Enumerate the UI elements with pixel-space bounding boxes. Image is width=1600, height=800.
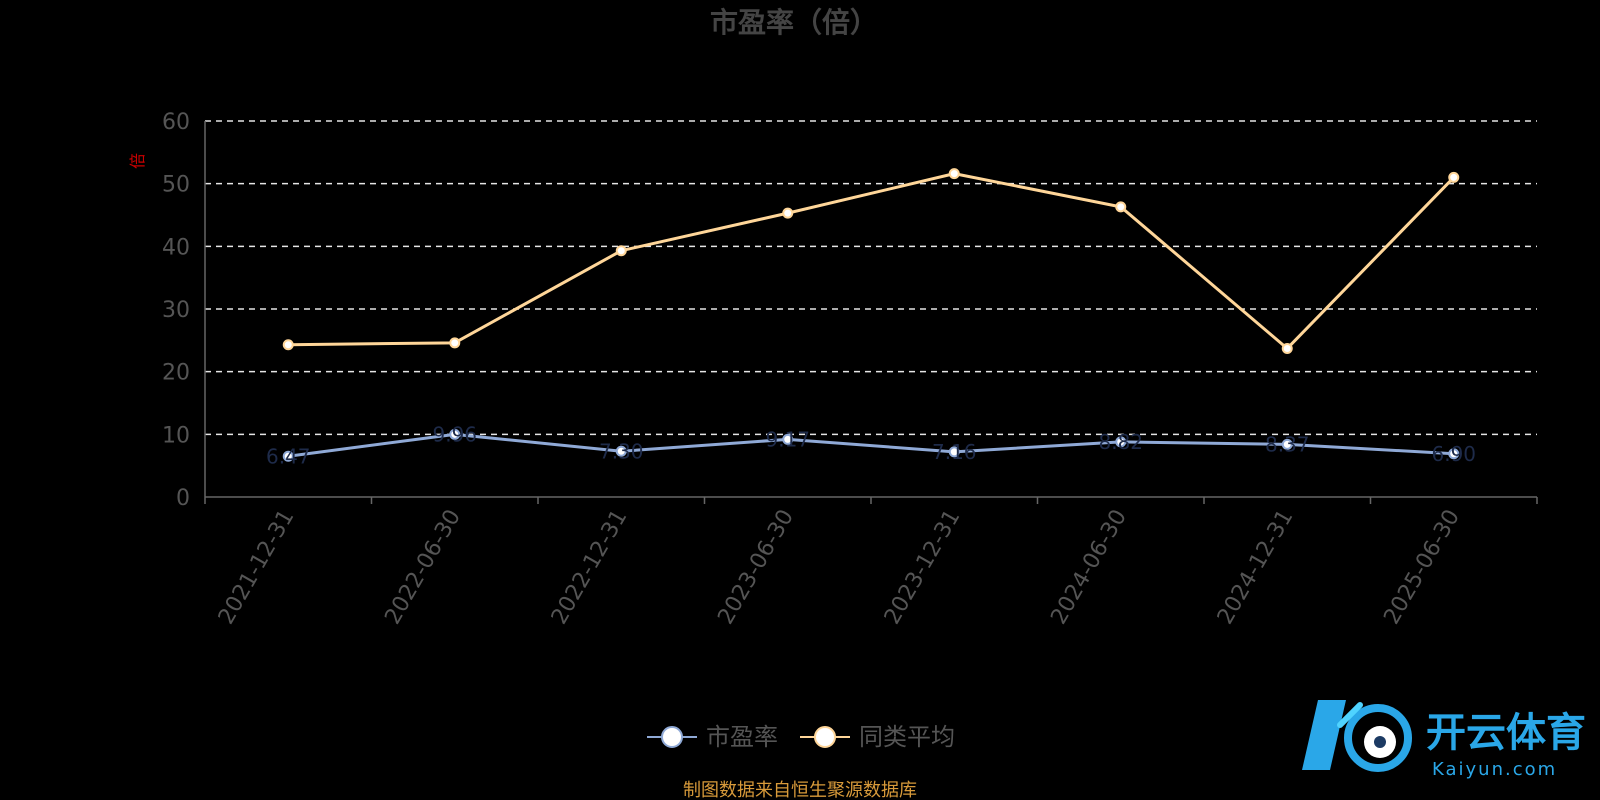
y-tick-label: 10 xyxy=(162,423,190,448)
data-point[interactable] xyxy=(615,445,627,457)
series-line xyxy=(288,432,1454,458)
axes: 0 10 20 30 40 50 60 2021-12-31 2022-06-30 2022-12… xyxy=(162,110,1538,629)
legend-swatch-marker xyxy=(814,726,836,748)
data-point[interactable] xyxy=(1281,342,1293,354)
y-tick-label: 20 xyxy=(162,361,190,386)
series-line xyxy=(288,172,1455,350)
logo-text-en: Kaiyun.com xyxy=(1432,759,1557,780)
data-label: 6.47 xyxy=(266,444,311,468)
data-point[interactable] xyxy=(282,339,294,351)
y-tick-label: 50 xyxy=(162,173,190,198)
data-label: 9.96 xyxy=(432,422,477,446)
series: 6.47 9.96 7.30 9.17 7.16 8.82 8.37 6.90 xyxy=(266,168,1476,468)
data-point[interactable] xyxy=(1448,171,1460,183)
data-point[interactable] xyxy=(1115,201,1127,213)
data-point[interactable] xyxy=(449,428,461,440)
x-tick-label: 2022-12-31 xyxy=(547,506,633,629)
data-point[interactable] xyxy=(449,337,461,349)
x-tick-label: 2022-06-30 xyxy=(380,506,466,629)
legend-label: 市盈率 xyxy=(706,723,778,751)
data-label: 6.90 xyxy=(1431,442,1476,466)
x-tick-label: 2023-06-30 xyxy=(713,506,799,629)
y-tick-label: 40 xyxy=(162,235,190,260)
chart-title: 市盈率（倍） xyxy=(710,6,878,39)
y-tick-label: 60 xyxy=(162,110,190,135)
data-label: 7.16 xyxy=(932,440,977,464)
logo-text-cn: 开云体育 xyxy=(1426,710,1586,756)
y-tick-label: 30 xyxy=(162,298,190,323)
data-label: 8.37 xyxy=(1265,432,1310,456)
y-tick-label: 0 xyxy=(176,486,190,511)
x-tick-label: 2024-12-31 xyxy=(1213,506,1299,629)
series-1 xyxy=(282,168,1460,354)
data-point[interactable] xyxy=(948,446,960,458)
legend-item-1[interactable]: 同类平均 xyxy=(800,723,955,751)
logo-emblem-icon xyxy=(1302,700,1412,772)
legend[interactable]: 市盈率 同类平均 xyxy=(647,723,955,751)
data-point[interactable] xyxy=(282,450,294,462)
data-source-note: 制图数据来自恒生聚源数据库 xyxy=(683,780,917,800)
x-tick-label: 2024-06-30 xyxy=(1046,506,1132,629)
y-axis-label: 倍 xyxy=(128,153,147,169)
data-label: 8.82 xyxy=(1098,430,1143,454)
series-0: 6.47 9.96 7.30 9.17 7.16 8.82 8.37 6.90 xyxy=(266,422,1476,468)
data-point[interactable] xyxy=(948,168,960,180)
data-point[interactable] xyxy=(615,245,627,257)
legend-swatch-marker xyxy=(661,726,683,748)
data-label: 7.30 xyxy=(599,439,644,463)
x-tick-label: 2023-12-31 xyxy=(880,506,966,629)
grid xyxy=(205,120,1537,436)
data-label: 9.17 xyxy=(765,427,810,451)
data-point[interactable] xyxy=(782,433,794,445)
x-tick-label: 2025-06-30 xyxy=(1379,506,1465,629)
x-tick-label: 2021-12-31 xyxy=(214,506,300,629)
data-point[interactable] xyxy=(1281,438,1293,450)
legend-item-0[interactable]: 市盈率 xyxy=(647,723,778,751)
data-point[interactable] xyxy=(1115,436,1127,448)
data-point[interactable] xyxy=(1448,448,1460,460)
kaiyun-logo: 开云体育 Kaiyun.com xyxy=(1302,700,1586,780)
data-point[interactable] xyxy=(782,207,794,219)
legend-label: 同类平均 xyxy=(859,723,955,751)
